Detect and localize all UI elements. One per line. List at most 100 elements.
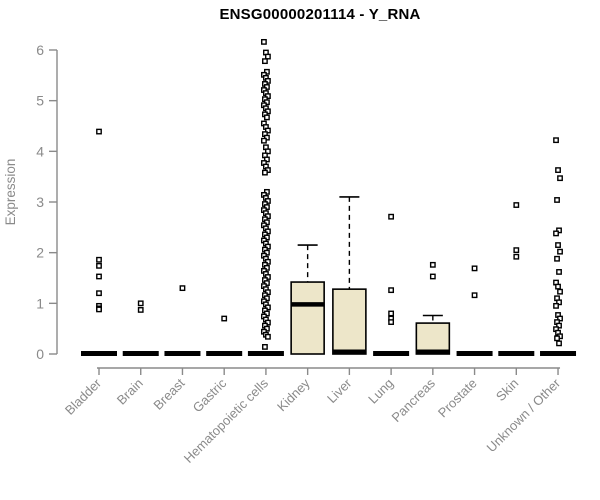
boxplot-lung <box>373 213 410 356</box>
x-tick-label: Skin <box>493 376 521 404</box>
outlier-point <box>264 325 270 332</box>
x-tick-label: Pancreas <box>389 375 439 425</box>
outlier-point <box>556 322 562 329</box>
y-tick-label: 0 <box>36 346 44 362</box>
outlier-point <box>96 128 102 135</box>
outlier-point <box>513 253 520 260</box>
outlier-point <box>553 137 559 144</box>
y-axis: 0 1 2 3 4 5 6 Expression <box>3 42 58 362</box>
boxplot-unknown-other <box>540 137 577 356</box>
outlier-point <box>264 99 270 106</box>
outlier-point <box>264 234 270 241</box>
x-tick-label: Lung <box>365 376 396 407</box>
outlier-point <box>513 202 520 208</box>
x-tick-label: Bladder <box>62 375 105 418</box>
outlier-point <box>265 228 271 235</box>
boxplot-bladder <box>81 128 117 356</box>
outlier-point <box>221 315 228 322</box>
collapsed-box-bar <box>540 351 577 356</box>
boxplot-prostate <box>456 265 493 356</box>
outlier-point <box>264 219 270 226</box>
collapsed-box-bar <box>373 351 410 356</box>
outlier-point <box>557 248 563 255</box>
outlier-point <box>265 289 271 296</box>
outlier-point <box>96 290 102 297</box>
x-tick-label: Prostate <box>435 376 480 421</box>
y-tick-label: 1 <box>36 295 44 311</box>
outlier-point <box>555 242 561 248</box>
collapsed-box-bar <box>164 351 201 356</box>
outlier-point <box>557 288 563 295</box>
outlier-point <box>553 302 559 309</box>
outlier-point <box>555 167 561 173</box>
outlier-point <box>264 188 270 195</box>
median-line <box>416 349 450 354</box>
outlier-point <box>556 299 562 306</box>
collapsed-box-bar <box>247 351 284 356</box>
boxplot-hematopoietic-cells <box>247 38 284 356</box>
x-tick-label: Breast <box>150 375 187 412</box>
outlier-point <box>553 230 559 237</box>
outlier-point <box>264 156 270 163</box>
outlier-point <box>96 306 102 313</box>
outlier-point <box>557 315 563 322</box>
outlier-point <box>262 169 268 176</box>
collapsed-box-bar <box>81 351 117 356</box>
outlier-point <box>265 198 271 204</box>
box-rect <box>332 288 367 355</box>
outlier-point <box>556 340 562 347</box>
outlier-point <box>265 274 271 280</box>
outlier-point <box>264 204 270 210</box>
outlier-point <box>388 319 395 325</box>
outlier-point <box>264 280 270 286</box>
outlier-point <box>262 344 268 350</box>
box-rect <box>290 281 325 355</box>
outlier-point <box>137 307 144 313</box>
outlier-point <box>264 295 270 302</box>
boxplot-gastric <box>206 315 243 356</box>
outlier-point <box>96 273 102 280</box>
outlier-point <box>388 287 395 294</box>
outlier-point <box>265 148 271 155</box>
x-tick-label: Gastric <box>190 375 230 415</box>
outlier-point <box>265 127 271 134</box>
outlier-point <box>264 84 270 90</box>
boxplot-breast <box>164 285 201 356</box>
outlier-point <box>513 247 520 254</box>
outlier-point <box>265 93 271 100</box>
outlier-point <box>554 197 560 203</box>
outlier-point <box>264 264 270 271</box>
outlier-point <box>557 175 563 182</box>
outlier-point <box>96 262 102 269</box>
median-line <box>291 302 325 307</box>
outlier-point <box>471 292 478 299</box>
outlier-point <box>96 256 102 263</box>
outlier-point <box>265 333 271 340</box>
outlier-point <box>137 300 144 307</box>
outlier-point <box>264 249 270 256</box>
outlier-point <box>261 137 267 144</box>
outlier-point <box>262 58 268 65</box>
box-rect <box>415 322 451 355</box>
outlier-point <box>265 213 271 220</box>
boxplot-liver <box>332 196 367 355</box>
boxplot-kidney <box>290 244 325 355</box>
chart-title: ENSG00000201114 - Y_RNA <box>219 6 421 23</box>
outlier-point <box>556 227 562 234</box>
y-tick-label: 3 <box>36 194 44 210</box>
outlier-point <box>265 53 271 60</box>
outlier-point <box>388 213 395 220</box>
outlier-point <box>265 319 271 326</box>
outlier-point <box>429 261 436 268</box>
outlier-point <box>556 269 562 275</box>
outlier-point <box>555 283 561 290</box>
y-axis-title: Expression <box>3 159 18 226</box>
outlier-point <box>265 78 271 84</box>
collapsed-box-bar <box>456 351 493 356</box>
outlier-point <box>261 38 267 45</box>
y-tick-label: 4 <box>36 143 44 159</box>
outlier-point <box>264 68 270 75</box>
outlier-point <box>264 310 270 317</box>
x-tick-label: Kidney <box>274 375 313 414</box>
